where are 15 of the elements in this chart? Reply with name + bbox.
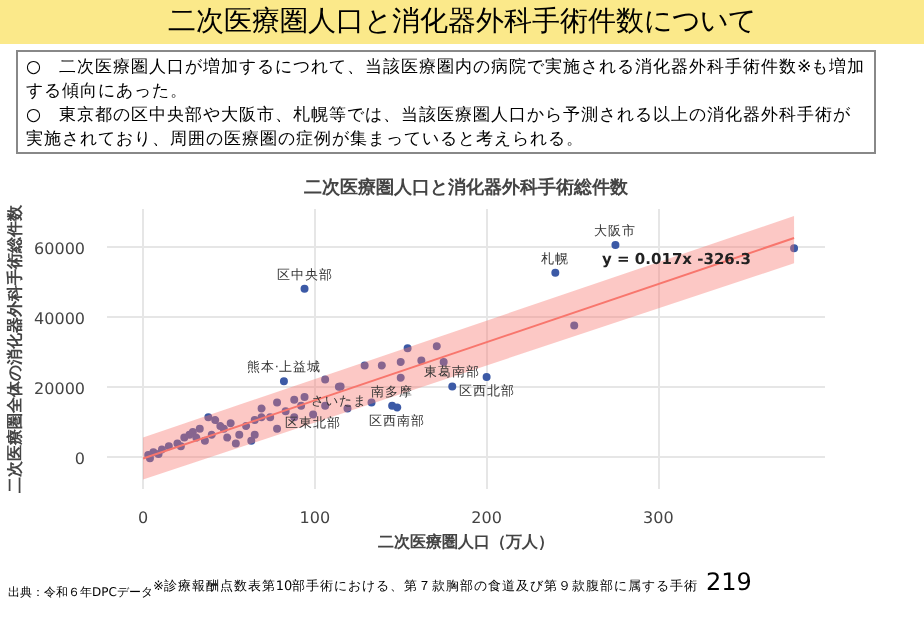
x-tick-label: 300: [643, 509, 674, 527]
y-axis-title: 二次医療圏全体の消化器外科手術総件数: [4, 203, 25, 493]
chart-title: 二次医療圏人口と消化器外科手術件数について: [168, 4, 756, 42]
y-tick-label: 60000: [34, 239, 86, 258]
x-tick-label: 100: [299, 509, 331, 527]
x-tick-label: 200: [471, 509, 502, 527]
y-tick-label: 0: [74, 449, 86, 468]
x-axis-title: 二次医療圏人口（万人）: [378, 531, 554, 551]
y-tick-label: 20000: [34, 379, 86, 398]
chart-subtitle: 二次医療圏人口と消化器外科手術総件数: [304, 177, 630, 199]
text: 219: [705, 568, 752, 596]
y-tick-label: 40000: [34, 309, 86, 328]
x-tick-label: 0: [137, 509, 149, 527]
text: ○ 東京都の区中央部や大阪市、札幌等では、当該医療圏人口から予測される以上の消化器外科手術が実施されており、周囲の医療圏の症例が集まっていると考えられる。: [26, 106, 851, 150]
text: ○ 二次医療圏人口が増加するにつれて、当該医療圏内の病院で実施される消化器外科手術件数※も増加する傾向にあった。: [26, 58, 866, 102]
